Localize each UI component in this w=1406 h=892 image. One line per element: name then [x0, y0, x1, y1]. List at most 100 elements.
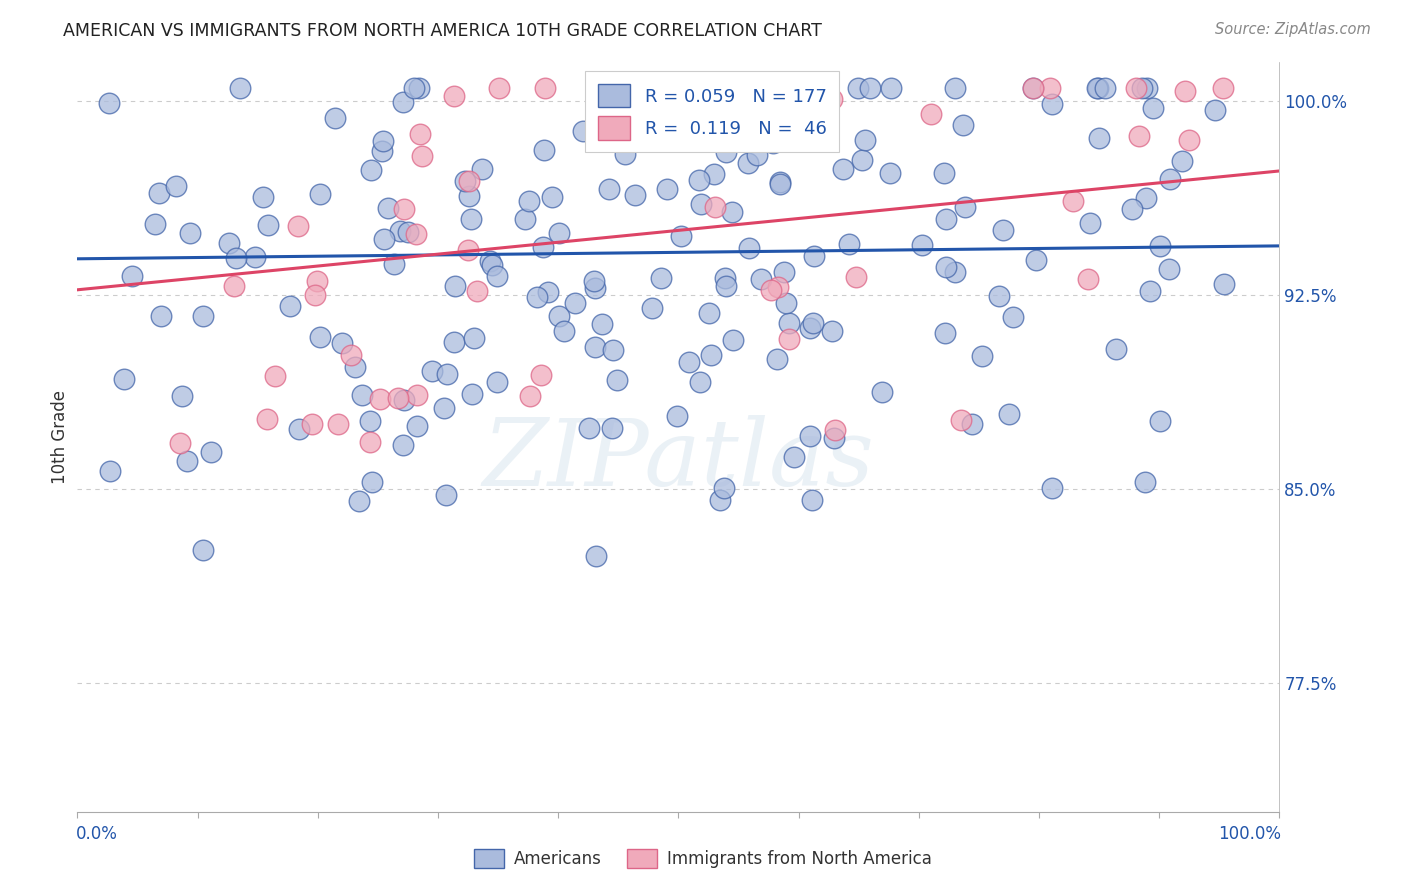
Point [793, 83, 815, 97]
Point [1171, 154, 1194, 169]
Point [340, 348, 363, 362]
Point [765, 351, 787, 366]
Point [935, 260, 957, 275]
Point [404, 81, 426, 95]
Point [605, 373, 627, 387]
Point [846, 81, 869, 95]
Point [665, 409, 688, 423]
Point [650, 271, 672, 285]
Legend: Americans, Immigrants from North America: Americans, Immigrants from North America [467, 842, 939, 875]
Point [218, 236, 240, 251]
Point [755, 92, 778, 106]
Point [548, 226, 571, 240]
Point [801, 317, 824, 331]
Point [411, 149, 433, 163]
Point [420, 364, 443, 378]
Point [359, 414, 381, 428]
Point [434, 488, 457, 502]
Point [361, 475, 384, 490]
Point [824, 423, 846, 437]
Point [879, 166, 901, 180]
Point [799, 320, 821, 334]
Point [409, 127, 432, 141]
Point [721, 333, 744, 347]
Point [287, 219, 309, 233]
Point [1174, 84, 1197, 98]
Point [769, 178, 792, 192]
Point [768, 280, 790, 294]
Point [488, 81, 510, 95]
Point [323, 112, 346, 126]
Point [436, 367, 458, 381]
Point [637, 81, 659, 95]
Point [287, 422, 309, 436]
Point [368, 392, 391, 406]
Point [301, 417, 323, 431]
Point [703, 167, 725, 181]
Point [716, 279, 738, 293]
Point [143, 217, 166, 231]
Point [935, 211, 957, 226]
Point [1212, 81, 1234, 95]
Point [533, 143, 555, 157]
Point [932, 166, 955, 180]
Point [1213, 277, 1236, 291]
Point [371, 134, 394, 148]
Point [148, 186, 170, 201]
Point [433, 401, 456, 415]
Point [987, 289, 1010, 303]
Point [749, 272, 772, 286]
Point [564, 296, 586, 310]
Point [408, 81, 430, 95]
Point [613, 147, 636, 161]
Point [382, 257, 405, 271]
Point [655, 181, 678, 195]
Point [305, 274, 328, 288]
Point [1204, 103, 1226, 117]
Point [624, 187, 647, 202]
Point [519, 389, 541, 403]
Point [526, 289, 548, 303]
Point [1022, 81, 1045, 95]
Point [641, 301, 664, 315]
Point [1149, 414, 1171, 428]
Point [176, 454, 198, 468]
Point [1159, 171, 1181, 186]
Point [112, 372, 135, 386]
Point [585, 134, 607, 148]
Point [330, 335, 353, 350]
Point [572, 124, 595, 138]
Point [1128, 129, 1150, 144]
Point [1088, 130, 1111, 145]
Point [344, 360, 367, 375]
Point [98, 464, 121, 478]
Point [149, 309, 172, 323]
Point [360, 163, 382, 178]
Point [678, 355, 700, 369]
Point [1085, 81, 1108, 95]
Point [838, 236, 860, 251]
Point [377, 201, 399, 215]
Point [688, 172, 710, 186]
Point [690, 197, 713, 211]
Point [1142, 101, 1164, 115]
Point [481, 259, 503, 273]
Point [602, 343, 624, 358]
Point [1105, 342, 1128, 356]
Point [823, 431, 845, 445]
Point [1087, 81, 1109, 95]
Point [458, 189, 481, 203]
Point [243, 250, 266, 264]
Point [530, 368, 553, 382]
Point [821, 325, 844, 339]
Point [821, 92, 844, 106]
Point [950, 412, 973, 426]
Text: ZIPatlas: ZIPatlas [482, 415, 875, 505]
Point [461, 386, 484, 401]
Point [943, 265, 966, 279]
Point [228, 81, 250, 95]
Point [953, 200, 976, 214]
Point [669, 229, 692, 244]
Point [531, 240, 554, 254]
Text: Source: ZipAtlas.com: Source: ZipAtlas.com [1215, 22, 1371, 37]
